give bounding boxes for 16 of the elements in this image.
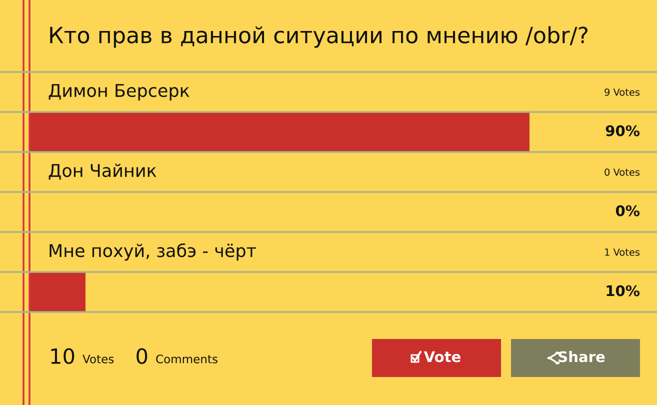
y-tick-label: Дон Чайник bbox=[48, 164, 156, 180]
data-label: 0% bbox=[616, 205, 640, 216]
text: Share bbox=[558, 350, 605, 362]
text: 0 Votes bbox=[604, 168, 640, 176]
y-tick-label: Димон Берсерк bbox=[48, 84, 190, 100]
text: 1 Votes bbox=[605, 248, 640, 256]
data-label: 10% bbox=[606, 285, 640, 296]
chart-title: Кто прав в данной ситуации по мнению /obr/? bbox=[50, 26, 588, 48]
text: 0 bbox=[136, 348, 148, 364]
text: Vote bbox=[424, 351, 460, 362]
data-label: 90% bbox=[606, 125, 640, 136]
y-tick-label: Мне похуй, забэ - чёрт bbox=[50, 243, 256, 261]
text: Comments bbox=[156, 354, 218, 364]
text: 10 bbox=[51, 348, 74, 364]
text: Votes bbox=[82, 354, 114, 364]
text: 9 Votes bbox=[604, 88, 640, 96]
